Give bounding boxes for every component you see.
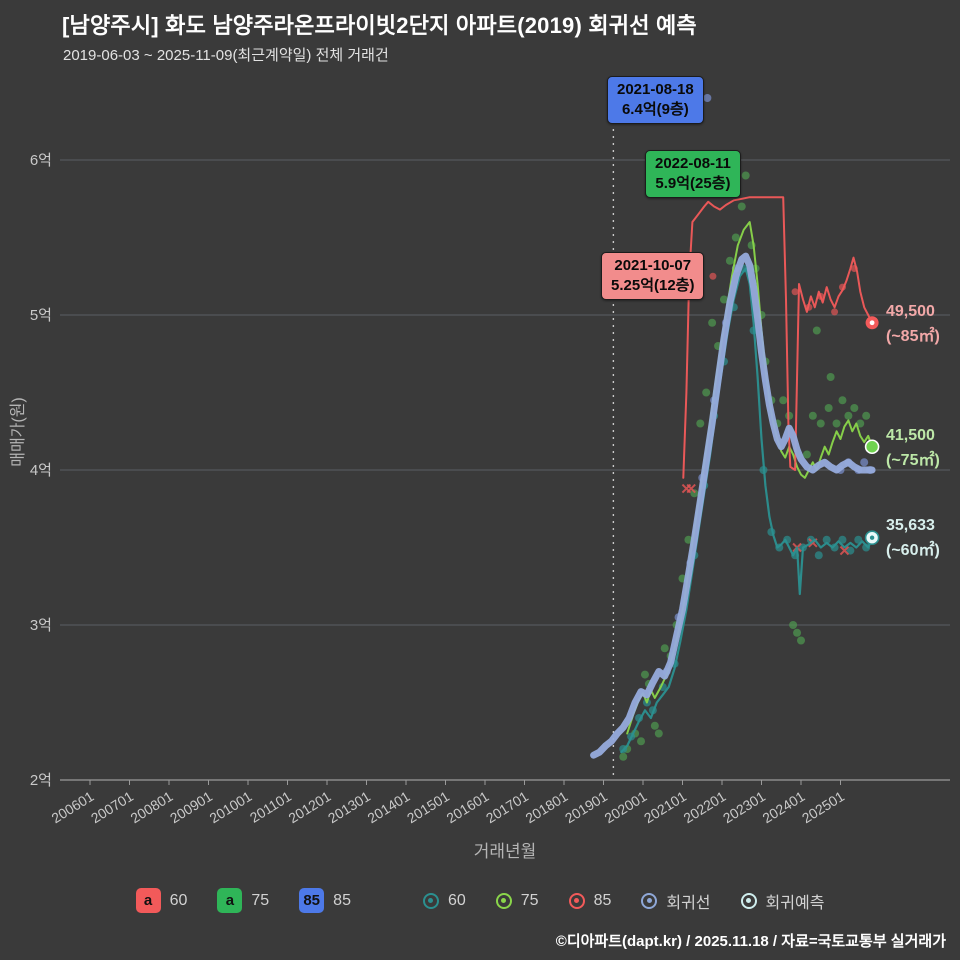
final-price-value: 35,633 (886, 517, 935, 534)
legend-scatter-85: 85 85 (299, 888, 351, 913)
svg-text:201701: 201701 (483, 788, 531, 826)
svg-text:202001: 202001 (601, 788, 649, 826)
legend-label: 60 (447, 891, 466, 909)
x-axis-label: 거래년월 (473, 842, 537, 861)
svg-text:202501: 202501 (799, 788, 847, 826)
svg-text:202301: 202301 (720, 788, 768, 826)
scatter-swatch-icon: a (135, 888, 161, 913)
annotation-price: 6.4억(9층) (621, 101, 689, 118)
annotation-max-60: 2021-10-07 5.25억(12층) (601, 252, 705, 300)
annotation-price: 5.25억(12층) (611, 277, 695, 294)
svg-text:202201: 202201 (680, 788, 728, 826)
line-marker-icon (740, 892, 757, 909)
line-marker-icon (495, 892, 512, 909)
svg-text:201101: 201101 (247, 788, 294, 826)
legend-scatter-75: a 75 (217, 888, 269, 913)
annotation-max-85: 2021-08-18 6.4억(9층) (607, 76, 704, 124)
final-price-area: (~60㎡) (886, 542, 940, 559)
legend-label: 75 (520, 891, 539, 909)
final-price-label-60: 35,633 (~60㎡) (886, 513, 940, 563)
svg-text:201001: 201001 (206, 788, 254, 826)
svg-text:4억: 4억 (30, 462, 52, 479)
page-title: [남양주시] 화도 남양주라온프라이빗2단지 아파트(2019) 회귀선 예측 (62, 13, 697, 38)
annotation-max-75: 2022-08-11 5.9억(25층) (645, 150, 741, 198)
svg-text:3억: 3억 (30, 617, 52, 634)
svg-text:201901: 201901 (562, 788, 610, 826)
annotation-date: 2021-10-07 (614, 257, 692, 274)
final-price-value: 41,500 (886, 427, 935, 444)
svg-text:200901: 200901 (167, 788, 215, 826)
line-marker-icon (422, 892, 439, 909)
legend-regression-line: 회귀선 (641, 889, 711, 913)
legend-label: 60 (169, 891, 188, 909)
footer-credit: ©디아파트(dapt.kr) / 2025.11.18 / 자료=국토교통부 실… (555, 933, 946, 950)
legend-label: 85 (333, 891, 351, 909)
legend-line-60: 60 (422, 891, 466, 910)
legend-regression-forecast: 회귀예측 (740, 889, 825, 913)
scatter-swatch-icon: a (217, 888, 243, 913)
svg-text:201801: 201801 (522, 788, 570, 826)
svg-text:200701: 200701 (88, 788, 136, 826)
line-marker-icon (568, 892, 585, 909)
legend-label: 회귀선 (666, 894, 711, 912)
svg-text:6억: 6억 (30, 152, 52, 169)
svg-text:200801: 200801 (127, 788, 175, 826)
svg-text:5억: 5억 (30, 307, 52, 324)
svg-text:202401: 202401 (759, 788, 807, 826)
legend-line-75: 75 (495, 891, 539, 910)
final-price-area: (~85㎡) (886, 328, 940, 345)
svg-text:201201: 201201 (285, 788, 333, 826)
svg-text:2억: 2억 (30, 772, 52, 789)
legend-line-85: 85 (568, 891, 612, 910)
annotation-date: 2021-08-18 (617, 81, 694, 98)
svg-text:201401: 201401 (364, 788, 412, 826)
y-axis-label: 매매가(원) (10, 397, 27, 467)
legend-label: 회귀예측 (765, 894, 825, 912)
chart-legend: a 60 a 75 85 85 60 75 85 회귀선 회귀예측 (0, 888, 960, 913)
svg-text:200601: 200601 (48, 788, 96, 826)
final-price-area: (~75㎡) (886, 452, 940, 469)
legend-scatter-60: a 60 (135, 888, 188, 913)
svg-text:201301: 201301 (325, 788, 373, 826)
annotation-price: 5.9억(25층) (655, 175, 731, 192)
page-subtitle: 2019-06-03 ~ 2025-11-09(최근계약일) 전체 거래건 (63, 47, 389, 64)
scatter-swatch-icon: 85 (299, 888, 325, 913)
annotation-date: 2022-08-11 (655, 155, 731, 172)
svg-text:201601: 201601 (443, 788, 491, 826)
final-price-label-75: 41,500 (~75㎡) (886, 423, 940, 473)
legend-label: 85 (593, 891, 612, 909)
svg-text:202101: 202101 (641, 788, 689, 826)
line-marker-icon (641, 892, 658, 909)
final-price-label-85: 49,500 (~85㎡) (886, 299, 940, 349)
svg-text:201501: 201501 (404, 788, 452, 826)
legend-label: 75 (251, 891, 270, 909)
final-price-value: 49,500 (886, 303, 935, 320)
